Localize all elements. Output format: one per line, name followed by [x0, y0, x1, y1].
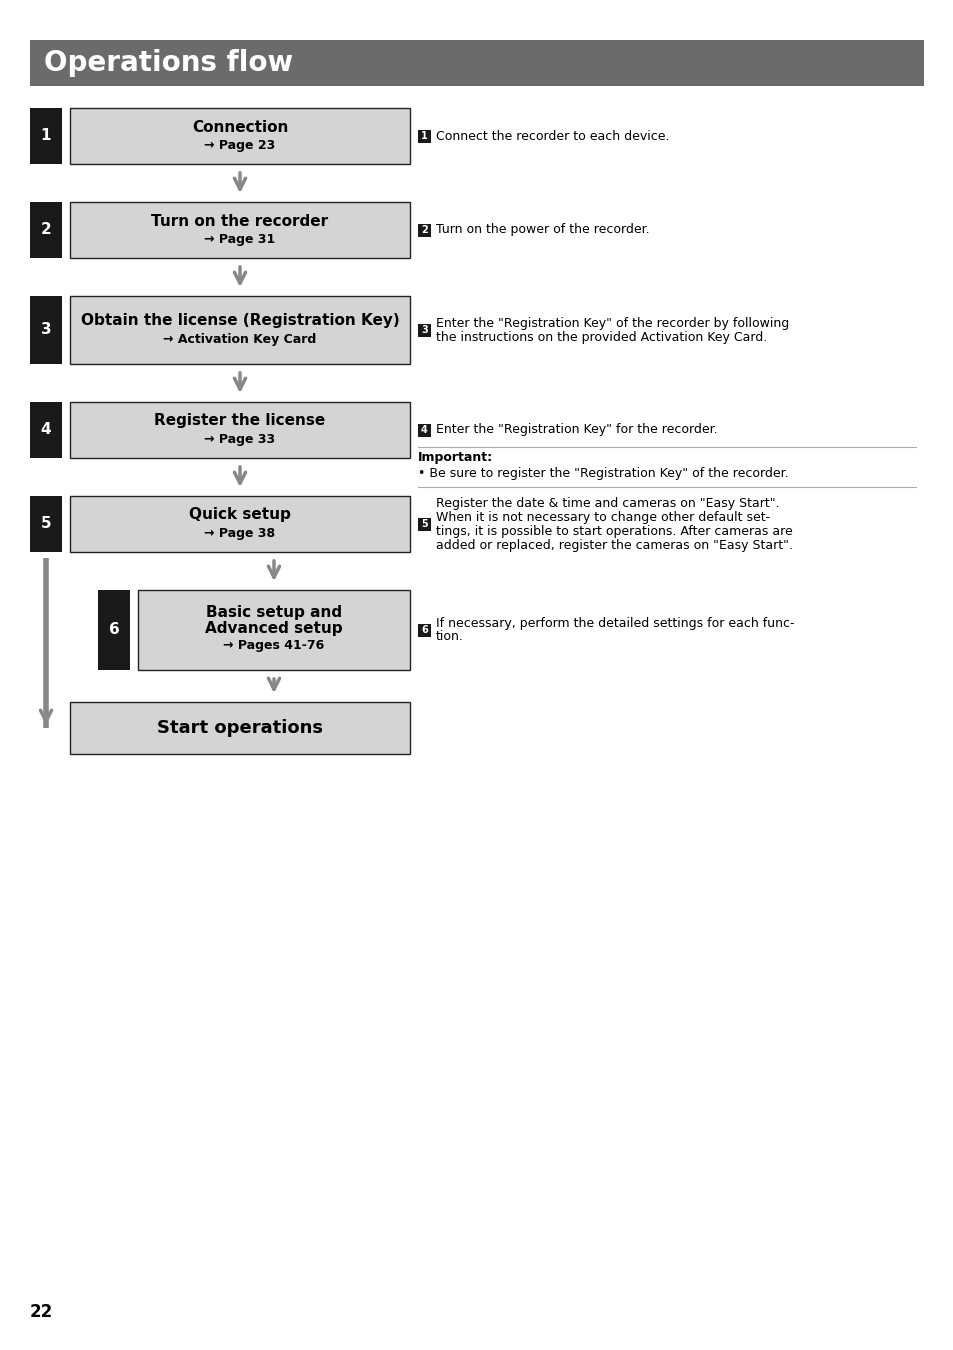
- Text: Register the license: Register the license: [154, 413, 325, 428]
- Text: 2: 2: [41, 223, 51, 238]
- Text: Turn on the power of the recorder.: Turn on the power of the recorder.: [436, 224, 649, 236]
- Text: Turn on the recorder: Turn on the recorder: [152, 213, 328, 228]
- Bar: [417, 130, 431, 143]
- Text: 4: 4: [420, 425, 428, 435]
- Bar: [98, 590, 130, 670]
- Text: 3: 3: [420, 325, 428, 335]
- Text: Quick setup: Quick setup: [189, 508, 291, 522]
- Text: 4: 4: [41, 423, 51, 437]
- Text: → Pages 41-76: → Pages 41-76: [223, 640, 324, 652]
- Text: 1: 1: [420, 131, 428, 140]
- Text: Enter the "Registration Key" for the recorder.: Enter the "Registration Key" for the rec…: [436, 424, 717, 436]
- Bar: [70, 402, 410, 458]
- Bar: [70, 495, 410, 552]
- Text: tings, it is possible to start operations. After cameras are: tings, it is possible to start operation…: [436, 525, 792, 537]
- Text: → Page 33: → Page 33: [204, 433, 275, 447]
- Bar: [30, 40, 923, 86]
- Bar: [70, 202, 410, 258]
- Bar: [30, 108, 62, 163]
- Text: Connect the recorder to each device.: Connect the recorder to each device.: [436, 130, 669, 143]
- Text: 6: 6: [109, 622, 119, 637]
- Text: 5: 5: [420, 518, 428, 529]
- Bar: [30, 495, 62, 552]
- Bar: [70, 296, 410, 364]
- Bar: [70, 108, 410, 163]
- Text: Basic setup and: Basic setup and: [206, 605, 342, 620]
- Bar: [417, 624, 431, 636]
- Text: 22: 22: [30, 1303, 53, 1322]
- Text: tion.: tion.: [436, 630, 463, 644]
- Text: 3: 3: [41, 323, 51, 338]
- Text: → Page 23: → Page 23: [204, 139, 275, 153]
- Text: Start operations: Start operations: [157, 720, 323, 737]
- Text: Advanced setup: Advanced setup: [205, 621, 342, 636]
- Text: Connection: Connection: [192, 120, 288, 135]
- Text: added or replaced, register the cameras on "Easy Start".: added or replaced, register the cameras …: [436, 539, 792, 552]
- Bar: [30, 202, 62, 258]
- Bar: [138, 590, 410, 670]
- Bar: [417, 517, 431, 531]
- Text: Important:: Important:: [417, 451, 493, 464]
- Text: 6: 6: [420, 625, 428, 634]
- Text: Register the date & time and cameras on "Easy Start".: Register the date & time and cameras on …: [436, 497, 779, 509]
- Bar: [70, 702, 410, 755]
- Text: 1: 1: [41, 128, 51, 143]
- Text: Obtain the license (Registration Key): Obtain the license (Registration Key): [81, 313, 399, 328]
- Text: → Page 31: → Page 31: [204, 234, 275, 247]
- Text: → Page 38: → Page 38: [204, 528, 275, 540]
- Text: 5: 5: [41, 517, 51, 532]
- Bar: [417, 424, 431, 436]
- Bar: [30, 296, 62, 364]
- Text: Operations flow: Operations flow: [44, 49, 293, 77]
- Text: Enter the "Registration Key" of the recorder by following: Enter the "Registration Key" of the reco…: [436, 316, 788, 329]
- Text: the instructions on the provided Activation Key Card.: the instructions on the provided Activat…: [436, 331, 766, 343]
- Text: • Be sure to register the "Registration Key" of the recorder.: • Be sure to register the "Registration …: [417, 467, 788, 481]
- Bar: [417, 224, 431, 236]
- Text: → Activation Key Card: → Activation Key Card: [163, 333, 316, 347]
- Bar: [30, 402, 62, 458]
- Text: If necessary, perform the detailed settings for each func-: If necessary, perform the detailed setti…: [436, 617, 794, 629]
- Bar: [417, 324, 431, 336]
- Text: When it is not necessary to change other default set-: When it is not necessary to change other…: [436, 510, 769, 524]
- Text: 2: 2: [420, 225, 428, 235]
